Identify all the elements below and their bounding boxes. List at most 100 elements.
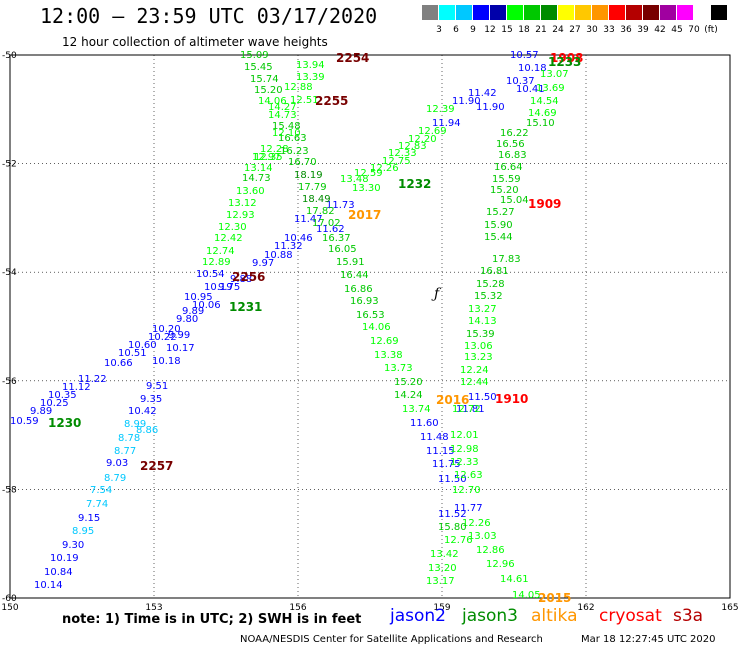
- color-scale-label: 3: [436, 25, 442, 35]
- swh-value-label: 9.89: [30, 406, 52, 417]
- swh-value-label: 15.39: [466, 329, 495, 340]
- swh-value-label: 10.19: [204, 282, 233, 293]
- track-time-label: 1233: [548, 55, 581, 69]
- swh-value-label: 11.60: [410, 418, 439, 429]
- track-time-label: 1231: [229, 300, 262, 314]
- swh-value-label: 16.56: [496, 139, 525, 150]
- color-scale-label: (ft): [704, 25, 718, 35]
- swh-value-label: 13.12: [228, 198, 257, 209]
- swh-value-label: 16.37: [322, 233, 351, 244]
- swh-value-label: 16.05: [328, 244, 357, 255]
- swh-value-label: 9.89: [182, 306, 204, 317]
- swh-value-label: 10.51: [118, 348, 147, 359]
- footer-timestamp: Mar 18 12:27:45 UTC 2020: [581, 634, 716, 645]
- swh-value-label: 9.51: [146, 381, 168, 392]
- swh-value-label: 13.17: [426, 576, 455, 587]
- swh-value-label: 9.75: [218, 282, 240, 293]
- swh-value-label: 12.97: [252, 152, 281, 163]
- color-scale-label: 33: [603, 25, 615, 35]
- swh-value-label: 11.42: [468, 88, 497, 99]
- swh-value-label: 13.07: [540, 69, 569, 80]
- swh-value-label: 9.80: [176, 314, 198, 325]
- swh-value-label: 10.57: [510, 50, 539, 61]
- swh-value-label: 10.60: [128, 340, 157, 351]
- swh-value-label: 11.48: [420, 432, 449, 443]
- swh-value-label: 18.19: [294, 170, 323, 181]
- swh-value-label: 10.20: [152, 324, 181, 335]
- swh-value-label: 14.54: [530, 96, 559, 107]
- color-swatch: [507, 5, 523, 20]
- swh-value-label: 11.90: [452, 96, 481, 107]
- swh-value-label: 15.45: [244, 62, 273, 73]
- swh-value-label: 12.70: [452, 485, 481, 496]
- swh-value-label: 16.22: [500, 128, 529, 139]
- swh-value-label: 13.38: [374, 350, 403, 361]
- color-swatch: [524, 5, 540, 20]
- swh-value-label: 12.51: [290, 95, 319, 106]
- swh-value-label: 10.19: [50, 553, 79, 564]
- y-tick-label: -56: [2, 377, 17, 387]
- swh-value-label: 12.83: [398, 141, 427, 152]
- swh-value-label: 8.99: [124, 419, 146, 430]
- swh-value-label: 13.48: [340, 174, 369, 185]
- color-scale-label: 9: [470, 25, 476, 35]
- swh-value-label: 11.75: [432, 459, 461, 470]
- y-tick-label: -50: [2, 51, 17, 61]
- swh-value-label: 7.54: [90, 485, 112, 496]
- swh-value-label: 12.42: [214, 233, 243, 244]
- swh-value-label: 10.22: [148, 332, 177, 343]
- swh-value-label: 12.69: [370, 336, 399, 347]
- swh-value-label: 12.20: [408, 134, 437, 145]
- swh-value-label: 14.24: [394, 390, 423, 401]
- swh-value-label: 11.62: [316, 224, 345, 235]
- swh-value-label: 15.20: [254, 85, 283, 96]
- swh-value-label: 14.27: [268, 102, 297, 113]
- coastline-mark: ƒ: [431, 286, 442, 302]
- color-scale-label: 30: [586, 25, 598, 35]
- swh-value-label: 14.06: [258, 96, 287, 107]
- swh-value-label: 11.50: [438, 474, 467, 485]
- swh-value-label: 12.35: [254, 152, 283, 163]
- swh-value-label: 17.79: [298, 182, 327, 193]
- swh-value-label: 10.25: [40, 398, 69, 409]
- track-time-label: 1909: [528, 197, 561, 211]
- color-scale-label: 42: [654, 25, 666, 35]
- swh-value-label: 11.52: [438, 509, 467, 520]
- y-tick-labels: -50 -52 -54 -56 -58 -60: [2, 51, 17, 604]
- legend-altika: altika: [531, 606, 578, 626]
- swh-value-label: 15.20: [394, 377, 423, 388]
- swh-value-label: 16.23: [280, 146, 309, 157]
- swh-value-label: 9.35: [140, 394, 162, 405]
- swh-value-label: 9.03: [106, 458, 128, 469]
- swh-value-label: 15.74: [250, 74, 279, 85]
- color-scale-label: 15: [501, 25, 513, 35]
- swh-value-label: 10.42: [128, 406, 157, 417]
- swh-value-label: 15.20: [490, 185, 519, 196]
- swh-value-label: 10.35: [48, 390, 77, 401]
- swh-value-label: 18.49: [302, 194, 331, 205]
- track-time-label: 2256: [232, 270, 265, 284]
- swh-value-label: 12.10: [272, 128, 301, 139]
- track-time-label: 1230: [48, 416, 81, 430]
- color-swatch: [439, 5, 455, 20]
- swh-value-label: 11.12: [62, 382, 91, 393]
- swh-value-label: 13.42: [430, 549, 459, 560]
- swh-value-label: 11.15: [426, 446, 455, 457]
- swh-value-label: 12.74: [206, 246, 235, 257]
- swh-value-label: 12.33: [450, 457, 479, 468]
- page-subtitle: 12 hour collection of altimeter wave hei…: [62, 35, 328, 49]
- color-swatch: [558, 5, 574, 20]
- y-tick-label: -52: [2, 160, 17, 170]
- swh-value-label: 9.88: [230, 274, 252, 285]
- swh-value-label: 8.95: [72, 526, 94, 537]
- swh-value-label: 14.05: [512, 590, 541, 601]
- page-title: 12:00 – 23:59 UTC 03/17/2020: [40, 4, 378, 28]
- color-swatch: [592, 5, 608, 20]
- swh-value-label: 12.96: [486, 559, 515, 570]
- color-scale-label: 24: [552, 25, 564, 35]
- swh-value-label: 11.90: [476, 102, 505, 113]
- swh-value-label: 11.73: [326, 200, 355, 211]
- swh-value-label: 9.30: [62, 540, 84, 551]
- track-time-label: 2015: [538, 591, 571, 605]
- swh-value-label: 9.99: [168, 330, 190, 341]
